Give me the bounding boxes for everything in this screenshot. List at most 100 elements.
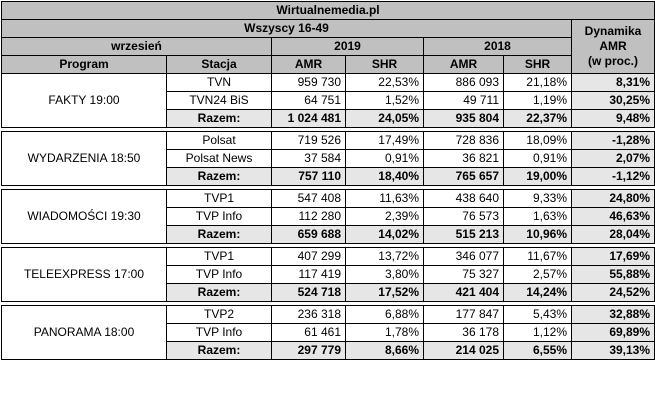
amr-2018-cell: 935 804 (423, 109, 504, 128)
dynamics-cell: 69,89% (570, 323, 655, 342)
period-label: wrzesień (1, 37, 272, 56)
program-name: WIADOMOŚCI 19:30 (1, 189, 167, 244)
station-cell: TVP Info (166, 207, 272, 226)
amr-2019-cell: 524 718 (271, 283, 346, 302)
station-cell: TVP Info (166, 265, 272, 284)
station-cell: TVP1 (166, 247, 272, 266)
table-row: Polsat News 37 584 0,91% 36 821 0,91% 2,07% (2, 149, 655, 168)
table-row: WYDARZENIA 18:50 Polsat 719 526 17,49% 728 8… (1, 131, 655, 186)
shr-2018-cell: 1,63% (503, 207, 572, 226)
amr-2018-cell: 49 711 (423, 91, 504, 110)
shr-2019-cell: 6,88% (345, 305, 424, 324)
amr-2018-cell: 765 657 (423, 167, 504, 186)
amr-2019-cell: 236 318 (271, 305, 346, 324)
dynamics-cell: 9,48% (570, 109, 655, 128)
shr-2019-cell: 17,49% (345, 131, 424, 150)
amr-2019-cell: 407 299 (271, 247, 346, 266)
dynamics-cell: 24,80% (570, 189, 655, 208)
amr-2019-cell: 37 584 (271, 149, 346, 168)
amr-2019-cell: 959 730 (271, 73, 346, 92)
amr-2018-cell: 177 847 (423, 305, 504, 324)
amr-2019-cell: 1 024 481 (271, 109, 346, 128)
shr-2018-column-header: SHR (503, 55, 572, 74)
station-cell: Polsat (166, 131, 272, 150)
table-row: PANORAMA 18:00 TVP2 236 318 6,88% 177 847 5,4… (1, 305, 655, 360)
shr-2019-cell: 8,66% (345, 341, 424, 360)
table-row: TVP Info 112 280 2,39% 76 573 1,63% 46,63% (2, 207, 655, 226)
total-row: Razem: 524 718 17,52% 421 404 14,24% 24,52% (2, 283, 655, 302)
shr-2019-cell: 1,52% (345, 91, 424, 110)
year-2019-header: 2019 (271, 37, 424, 56)
audience-group: Wszyscy 16-49 (1, 19, 572, 38)
amr-2018-cell: 886 093 (423, 73, 504, 92)
shr-2019-cell: 24,05% (345, 109, 424, 128)
dynamics-cell: 24,52% (570, 283, 655, 302)
station-cell: Razem: (166, 225, 272, 244)
shr-2019-cell: 13,72% (345, 247, 424, 266)
year-2018-header: 2018 (423, 37, 572, 56)
shr-2018-cell: 19,00% (503, 167, 572, 186)
amr-2018-cell: 421 404 (423, 283, 504, 302)
amr-2018-cell: 728 836 (423, 131, 504, 150)
shr-2018-cell: 6,55% (503, 341, 572, 360)
amr-2018-cell: 36 178 (423, 323, 504, 342)
ratings-table: Wirtualnemedia.pl Wszyscy 16-49 Dynamika… (0, 1, 655, 360)
station-cell: Razem: (166, 109, 272, 128)
shr-2019-cell: 17,52% (345, 283, 424, 302)
shr-2018-cell: 9,33% (503, 189, 572, 208)
shr-2018-cell: 18,09% (503, 131, 572, 150)
station-cell: TVP Info (166, 323, 272, 342)
amr-2019-cell: 112 280 (271, 207, 346, 226)
amr-2019-cell: 297 779 (271, 341, 346, 360)
total-row: Razem: 297 779 8,66% 214 025 6,55% 39,13% (2, 341, 655, 360)
amr-2018-cell: 76 573 (423, 207, 504, 226)
shr-2018-cell: 11,67% (503, 247, 572, 266)
dynamics-cell: 17,69% (570, 247, 655, 266)
shr-2019-cell: 22,53% (345, 73, 424, 92)
dynamics-cell: 55,88% (570, 265, 655, 284)
dynamics-cell: 8,31% (570, 73, 655, 92)
program-name: WYDARZENIA 18:50 (1, 131, 167, 186)
site-title: Wirtualnemedia.pl (0, 1, 655, 20)
station-cell: TVN (166, 73, 272, 92)
amr-2019-cell: 719 526 (271, 131, 346, 150)
shr-2019-column-header: SHR (345, 55, 424, 74)
dynamics-cell: 39,13% (570, 341, 655, 360)
amr-2019-cell: 64 751 (271, 91, 346, 110)
table-row: FAKTY 19:00 TVN 959 730 22,53% 886 093 21,18%… (1, 73, 655, 128)
station-column-header: Stacja (166, 55, 272, 74)
shr-2019-cell: 1,78% (345, 323, 424, 342)
program-name: PANORAMA 18:00 (1, 305, 167, 360)
dynamics-cell: -1,28% (570, 131, 655, 150)
shr-2019-cell: 11,63% (345, 189, 424, 208)
amr-2019-cell: 547 408 (271, 189, 346, 208)
shr-2018-cell: 1,19% (503, 91, 572, 110)
dynamics-cell: 28,04% (570, 225, 655, 244)
amr-2019-cell: 757 110 (271, 167, 346, 186)
shr-2018-cell: 5,43% (503, 305, 572, 324)
program-name: TELEEXPRESS 17:00 (1, 247, 167, 302)
amr-2018-cell: 214 025 (423, 341, 504, 360)
station-cell: TVP2 (166, 305, 272, 324)
station-cell: TVP1 (166, 189, 272, 208)
shr-2019-cell: 18,40% (345, 167, 424, 186)
amr-2018-cell: 75 327 (423, 265, 504, 284)
station-cell: Polsat News (166, 149, 272, 168)
dynamics-cell: 46,63% (570, 207, 655, 226)
total-row: Razem: 757 110 18,40% 765 657 19,00% -1,12% (2, 167, 655, 186)
shr-2018-cell: 21,18% (503, 73, 572, 92)
dynamics-cell: 32,88% (570, 305, 655, 324)
station-cell: TVN24 BiS (166, 91, 272, 110)
amr-2019-cell: 659 688 (271, 225, 346, 244)
amr-2018-cell: 515 213 (423, 225, 504, 244)
shr-2018-cell: 1,12% (503, 323, 572, 342)
station-cell: Razem: (166, 341, 272, 360)
amr-2019-column-header: AMR (271, 55, 346, 74)
program-name: FAKTY 19:00 (1, 73, 167, 128)
table-row: TVN24 BiS 64 751 1,52% 49 711 1,19% 30,25% (2, 91, 655, 110)
station-cell: Razem: (166, 283, 272, 302)
dynamics-cell: -1,12% (570, 167, 655, 186)
shr-2018-cell: 14,24% (503, 283, 572, 302)
shr-2019-cell: 2,39% (345, 207, 424, 226)
amr-2018-cell: 36 821 (423, 149, 504, 168)
